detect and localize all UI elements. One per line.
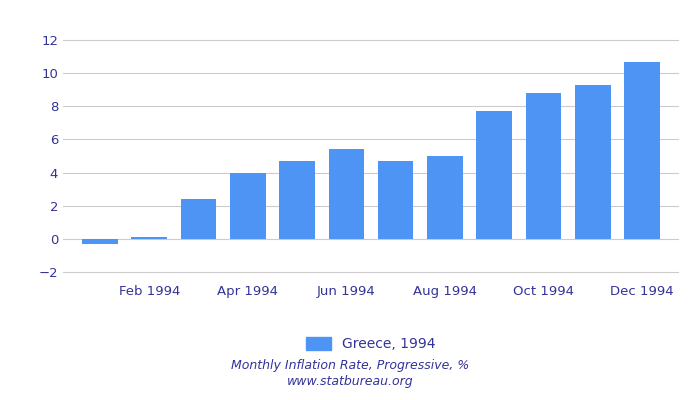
- Bar: [279, 161, 315, 239]
- Bar: [427, 156, 463, 239]
- Bar: [575, 85, 610, 239]
- Text: Monthly Inflation Rate, Progressive, %: Monthly Inflation Rate, Progressive, %: [231, 360, 469, 372]
- Text: www.statbureau.org: www.statbureau.org: [287, 376, 413, 388]
- Bar: [378, 161, 414, 239]
- Bar: [132, 237, 167, 239]
- Legend: Greece, 1994: Greece, 1994: [300, 332, 442, 357]
- Bar: [181, 199, 216, 239]
- Bar: [624, 62, 660, 239]
- Bar: [526, 93, 561, 239]
- Bar: [82, 239, 118, 244]
- Bar: [477, 111, 512, 239]
- Bar: [328, 149, 364, 239]
- Bar: [230, 172, 265, 239]
